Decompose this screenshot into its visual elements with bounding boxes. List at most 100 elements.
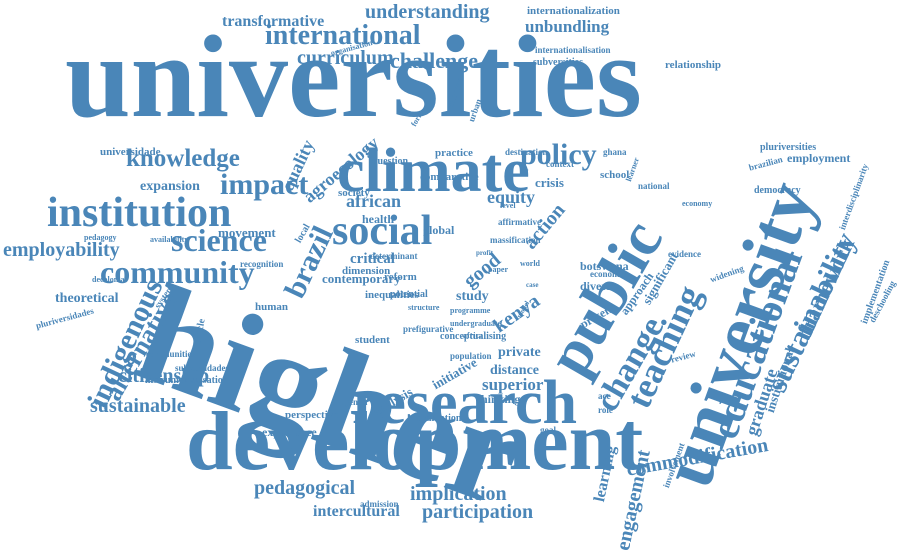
word-research: research	[352, 369, 577, 437]
word-dimension: dimension	[342, 265, 391, 277]
word-determinant: determinant	[370, 251, 418, 261]
word-evaluation: evaluation	[417, 413, 462, 424]
word-admission: admission	[360, 499, 399, 509]
word-diverse: diverse	[580, 279, 617, 293]
word-pluriversidades: pluriversidades	[34, 305, 95, 331]
word-economy: economy	[682, 199, 713, 208]
word-employment: employment	[787, 151, 851, 165]
word-health: health	[362, 212, 395, 226]
word-potential: potential	[390, 289, 428, 300]
word-subversities: subversities	[533, 57, 583, 68]
word-private: private	[498, 345, 541, 360]
word-ghana: ghana	[603, 147, 627, 157]
word-interdisciplinarity: interdisciplinarity	[837, 162, 871, 232]
word-acc: acc	[598, 391, 611, 401]
word-inequalities: inequalities	[365, 289, 419, 301]
word-citizenship: citizenship	[118, 365, 210, 387]
word-reform: reform	[384, 271, 417, 283]
word-goal: goal	[540, 425, 557, 435]
word-policy: policy	[520, 138, 597, 171]
word-international: international	[265, 20, 421, 51]
word-decolonial: decolonial	[92, 275, 127, 284]
word-instrumentalisation: instrumentalisation	[145, 375, 229, 386]
word-institution: institution	[47, 190, 232, 236]
word-comparative: comparative	[420, 171, 479, 183]
word-challenge: challenge	[390, 48, 478, 73]
word-movement: movement	[218, 225, 276, 240]
word-equity: equity	[487, 187, 536, 207]
word-science: science	[171, 222, 267, 258]
word-national: national	[638, 181, 670, 191]
word-communities: communities	[146, 349, 195, 359]
word-case: case	[526, 281, 539, 289]
word-society: society	[338, 187, 370, 199]
word-programme: programme	[450, 306, 491, 315]
word-contemporary: contemporary	[322, 271, 401, 286]
word-pluriversities: pluriversities	[760, 142, 817, 153]
word-perspective: perspective	[285, 409, 339, 421]
word-level: level	[500, 201, 516, 210]
word-intercultural: intercultural	[313, 503, 400, 520]
word-pedagogy: pedagogy	[84, 233, 117, 242]
word-learner: learner	[624, 156, 642, 183]
word-question: question	[372, 156, 409, 167]
word-impact: impact	[220, 168, 309, 201]
word-undergraduate: undergraduate	[450, 319, 502, 328]
word-africa: africa	[463, 331, 483, 340]
word-sustainable: sustainable	[90, 395, 186, 417]
word-understanding: understanding	[365, 1, 490, 23]
word-context: context	[546, 159, 574, 169]
word-agenda: agenda	[340, 397, 368, 407]
word-internationalisation: internationalisation	[535, 45, 611, 55]
word-botswana: botswana	[580, 259, 629, 273]
word-brazil: brazil	[278, 221, 340, 304]
word-crisis: crisis	[535, 175, 564, 190]
word-profit: profit	[476, 249, 493, 257]
word-participation: participation	[422, 501, 534, 523]
word-transformative: transformative	[222, 13, 325, 30]
word-school: school	[600, 169, 630, 181]
word-economic: economic	[590, 269, 626, 279]
word-social: social	[332, 208, 433, 254]
word-conceptualising: conceptualising	[440, 331, 507, 342]
word-affirmative: affirmative	[498, 217, 541, 227]
word-destination: destination	[505, 147, 548, 157]
word-relationship: relationship	[665, 59, 722, 71]
word-universidade: universidade	[100, 146, 161, 158]
word-internationalization: internationalization	[527, 5, 620, 17]
word-global: global	[423, 223, 455, 237]
word-structure: structure	[408, 303, 440, 312]
word-massification: massification	[490, 235, 541, 245]
word-paper: paper	[488, 265, 508, 274]
word-human: human	[255, 301, 289, 313]
word-knowledge: knowledge	[126, 145, 240, 172]
word-pedagogical: pedagogical	[254, 477, 356, 499]
word-superior: superior	[482, 375, 544, 394]
word-role: role	[598, 405, 613, 415]
word-distance: distance	[490, 363, 539, 378]
word-unbundling: unbundling	[525, 17, 610, 36]
word-population: population	[450, 351, 492, 361]
word-development: development	[186, 395, 644, 488]
word-evidence: evidence	[668, 249, 701, 259]
word-world: world	[520, 259, 540, 268]
word-expansion: expansion	[140, 179, 200, 194]
word-critical: critical	[350, 251, 395, 267]
word-universities: universities	[65, 11, 642, 142]
word-prefigurative: prefigurative	[403, 324, 454, 334]
word-community: community	[100, 254, 255, 290]
word-climate: climate	[337, 137, 530, 205]
word-recognition: recognition	[240, 259, 284, 269]
word-implication: implication	[410, 483, 507, 505]
word-african: african	[346, 191, 401, 211]
word-brazilian: brazilian	[747, 154, 784, 173]
word-theoretical: theoretical	[55, 291, 119, 306]
word-employability: employability	[3, 239, 120, 261]
word-curriculum: curriculum	[297, 47, 394, 69]
word-subversidades: subversidades	[175, 363, 230, 373]
word-availability: availability	[150, 235, 189, 244]
word-experience: experience	[262, 425, 317, 439]
word-student: student	[355, 334, 390, 346]
word-practice: practice	[435, 147, 473, 159]
